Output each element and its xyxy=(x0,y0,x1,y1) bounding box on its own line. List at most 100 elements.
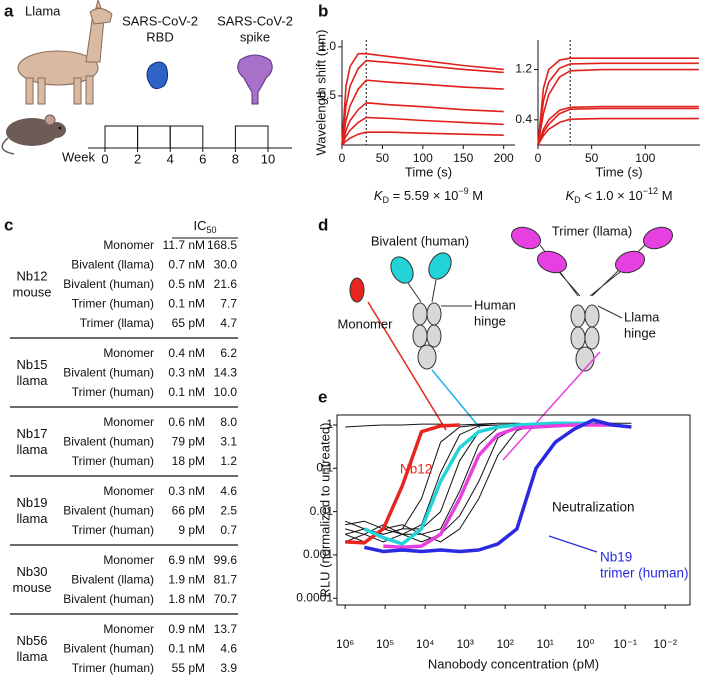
panel-d-illustration xyxy=(349,226,674,461)
nanobody-origin: llama xyxy=(16,373,48,388)
antigen-label: SARS-CoV-2 xyxy=(122,13,198,28)
hinge-label: hinge xyxy=(474,313,506,328)
fc-domain xyxy=(584,304,600,328)
ic50-mass-cell: 168.5 xyxy=(207,238,237,252)
connector xyxy=(431,369,481,429)
magenta-domain xyxy=(614,250,646,274)
kd-subscript: D xyxy=(383,195,390,205)
arm xyxy=(407,282,422,303)
header-main: IC xyxy=(193,218,206,233)
ic50-mass-cell: 8.0 xyxy=(220,415,237,429)
series-line xyxy=(383,423,613,550)
nanobody-name: Nb30 xyxy=(16,564,47,579)
fc-domain xyxy=(426,324,442,348)
x-tick-label: 10⁴ xyxy=(416,637,435,651)
x-tick-label: 150 xyxy=(453,151,473,165)
ic50-mass-cell: 21.6 xyxy=(214,277,238,291)
series-line xyxy=(537,57,699,146)
series-line xyxy=(345,423,574,535)
y-tick-label: 0.1 xyxy=(316,460,333,474)
annotation-pointer xyxy=(548,535,598,553)
kd-value: KD < 1.0 × 10−12 M xyxy=(565,186,672,205)
immunization-box xyxy=(169,125,204,149)
antigen-label: spike xyxy=(240,29,270,44)
llama-leg xyxy=(37,77,46,105)
ic50-molar-cell: 0.1 nM xyxy=(168,642,205,656)
ic50-mass-cell: 4.7 xyxy=(220,316,237,330)
x-tick-label: 10³ xyxy=(457,637,474,651)
nanobody-name: Nb17 xyxy=(16,426,47,441)
mouse-ear xyxy=(44,114,56,126)
monomer-shape xyxy=(349,277,365,303)
series-line xyxy=(345,422,575,535)
x-axis-label: Time (s) xyxy=(595,164,642,179)
rbd-illustration xyxy=(146,61,169,90)
animal-label: Llama xyxy=(25,3,61,18)
fc-domain xyxy=(412,324,428,348)
x-axis-label: Time (s) xyxy=(405,164,452,179)
y-tick-label: 0.5 xyxy=(319,88,336,102)
y-tick-label: 1.0 xyxy=(319,39,336,53)
mouse-eye xyxy=(58,126,62,130)
x-tick-label: 200 xyxy=(494,151,514,165)
timeline-tick-label: 6 xyxy=(199,151,206,166)
x-tick-label: 10⁵ xyxy=(376,637,394,651)
cyan-domain xyxy=(428,252,452,280)
connector xyxy=(367,301,447,431)
cyan-domain xyxy=(390,256,414,284)
spike-illustration xyxy=(237,54,273,105)
series-line xyxy=(363,421,594,546)
kd-symbol: K xyxy=(374,188,384,203)
ic50-molar-cell: 0.3 nM xyxy=(168,484,205,498)
series-line xyxy=(341,52,504,146)
format-cell: Bivalent (human) xyxy=(63,366,154,380)
mouse-illustration xyxy=(1,114,66,155)
fc-domain xyxy=(570,304,586,328)
ic50-mass-cell: 4.6 xyxy=(220,484,237,498)
ic50-mass-cell: 6.2 xyxy=(220,346,237,360)
kd-subscript: D xyxy=(574,195,581,205)
kd-exponent: −12 xyxy=(643,186,658,196)
format-cell: Trimer (human) xyxy=(72,523,154,537)
panel-label: b xyxy=(318,1,328,20)
format-cell: Bivalent (human) xyxy=(63,592,154,606)
immunization-box xyxy=(104,125,139,149)
ic50-molar-cell: 66 pM xyxy=(172,504,205,518)
llama-head xyxy=(89,8,113,25)
llama-illustration xyxy=(17,0,113,105)
series-line xyxy=(341,102,504,146)
x-tick-label: 10⁻² xyxy=(653,637,677,651)
antigen-label: SARS-CoV-2 xyxy=(217,13,293,28)
ic50-molar-cell: 11.7 nM xyxy=(163,238,205,252)
llama-body xyxy=(17,50,99,86)
ic50-mass-cell: 13.7 xyxy=(214,622,238,636)
timeline-tick-label: 4 xyxy=(167,151,174,166)
nanobody-name: Nb19 xyxy=(16,495,47,510)
x-tick-label: 10⁻¹ xyxy=(613,637,637,651)
connector xyxy=(502,351,601,461)
annotation: Nb12 xyxy=(400,462,432,477)
format-cell: Bivalent (llama) xyxy=(71,573,154,587)
llama-leg xyxy=(73,77,82,105)
format-cell: Monomer xyxy=(103,553,154,567)
ic50-mass-cell: 1.2 xyxy=(220,454,237,468)
timeline-tick-label: 2 xyxy=(134,151,141,166)
panel-label: d xyxy=(318,215,328,234)
kd-relation: < 1.0 × 10 xyxy=(581,188,643,203)
format-cell: Monomer xyxy=(103,415,154,429)
ic50-molar-cell: 55 pM xyxy=(172,661,205,675)
panel-label: e xyxy=(318,387,327,406)
timeline-tick-label: 10 xyxy=(261,151,275,166)
nanobody-origin: llama xyxy=(16,511,48,526)
fc-domain xyxy=(570,326,586,350)
panel-label: c xyxy=(4,215,13,234)
nanobody-origin: llama xyxy=(16,442,48,457)
y-tick-label: 1.2 xyxy=(515,62,532,76)
ic50-molar-cell: 0.9 nM xyxy=(168,622,205,636)
plot-frame xyxy=(336,414,691,606)
ic50-mass-cell: 4.6 xyxy=(220,642,237,656)
series-line xyxy=(345,423,460,545)
mouse-tail xyxy=(1,137,15,155)
series-line xyxy=(363,418,632,554)
ic50-molar-cell: 0.7 nM xyxy=(168,258,205,272)
